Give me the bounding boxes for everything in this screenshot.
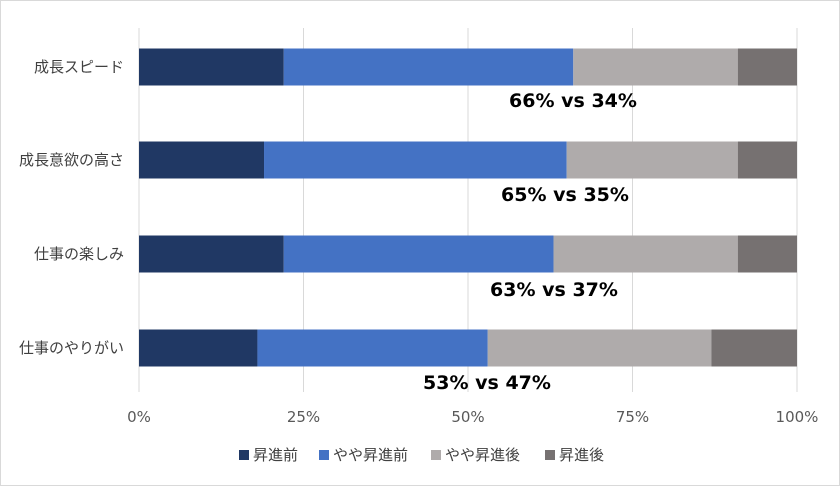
- annotation-label: 65% vs 35%: [501, 184, 629, 206]
- x-tick-label: 100%: [776, 408, 819, 426]
- category-label: 仕事のやりがい: [19, 339, 124, 357]
- category-label: 成長意欲の高さ: [19, 151, 124, 169]
- bar-segment: [139, 329, 258, 367]
- legend-label: やや昇進前: [333, 446, 408, 464]
- legend: 昇進前 やや昇進前 やや昇進後 昇進後: [239, 446, 604, 464]
- legend-swatch: [545, 450, 555, 460]
- x-tick-label: 25%: [287, 408, 320, 426]
- bar-segment: [553, 235, 738, 273]
- category-label: 成長スピード: [34, 58, 124, 76]
- legend-label: 昇進前: [253, 446, 298, 464]
- x-tick-label: 0%: [127, 408, 151, 426]
- bar-segment: [737, 48, 797, 86]
- bar-segment: [737, 141, 797, 179]
- bar-segment: [257, 329, 488, 367]
- bar-segment: [283, 235, 554, 273]
- bar-segment: [139, 141, 265, 179]
- annotation-labels: 66% vs 34% 65% vs 35% 63% vs 37% 53% vs 47%: [423, 90, 637, 394]
- bar-segment: [139, 48, 284, 86]
- legend-swatch: [239, 450, 249, 460]
- x-tick-label: 75%: [616, 408, 649, 426]
- annotation-label: 63% vs 37%: [490, 279, 618, 301]
- bar-segments: [139, 48, 797, 367]
- x-tick-labels: 0% 25% 50% 75% 100%: [127, 408, 818, 426]
- legend-swatch: [319, 450, 329, 460]
- bar-segment: [283, 48, 574, 86]
- bar-segment: [573, 48, 738, 86]
- bar-segment: [737, 235, 797, 273]
- category-label: 仕事の楽しみ: [34, 245, 124, 263]
- bar-segment: [139, 235, 284, 273]
- bar-segment: [264, 141, 567, 179]
- bar-segment: [711, 329, 797, 367]
- legend-label: やや昇進後: [445, 446, 520, 464]
- annotation-label: 66% vs 34%: [509, 90, 637, 112]
- x-tick-label: 50%: [451, 408, 484, 426]
- annotation-label: 53% vs 47%: [423, 372, 551, 394]
- bar-segment: [487, 329, 712, 367]
- bar-segment: [566, 141, 738, 179]
- legend-swatch: [431, 450, 441, 460]
- legend-label: 昇進後: [559, 446, 604, 464]
